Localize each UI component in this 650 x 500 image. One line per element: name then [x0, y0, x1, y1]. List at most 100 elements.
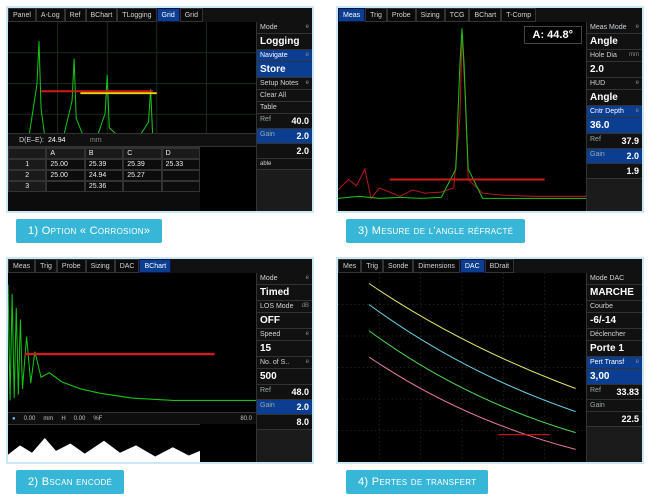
sidebar-item[interactable]: 36.0: [587, 118, 642, 134]
sidebar-item[interactable]: Gain2.0: [257, 400, 312, 415]
tab[interactable]: Trig: [35, 259, 57, 273]
cell: 25.36: [85, 181, 123, 192]
tab[interactable]: BChart: [86, 8, 118, 22]
tab[interactable]: A-Log: [36, 8, 65, 22]
screen-3: Meas Trig Probe Sizing TCG BChart T-Comp…: [336, 6, 644, 213]
waveform-plot-1: 100 D(E–E): 24.94 mm A B C D: [8, 22, 256, 211]
readout-value: 24.94: [48, 137, 90, 144]
sidebar-item[interactable]: Ref40.0: [257, 114, 312, 129]
sidebar-item[interactable]: 8.0: [257, 415, 312, 430]
cell: 25.00: [46, 170, 84, 181]
tab[interactable]: Dimensions: [413, 259, 460, 273]
waveform-plot-3: [338, 22, 586, 211]
sidebar-item[interactable]: Ref48.0: [257, 385, 312, 400]
axis-label: ●: [12, 416, 16, 422]
cell: 25.39: [85, 159, 123, 170]
tab[interactable]: Probe: [387, 8, 416, 22]
sidebar-item[interactable]: able: [257, 159, 312, 170]
sidebar-item[interactable]: Modee: [257, 22, 312, 34]
tab[interactable]: Panel: [8, 8, 36, 22]
sidebar-item[interactable]: Speede: [257, 329, 312, 341]
sidebar-item[interactable]: Ref33.83: [587, 385, 642, 400]
sidebar-item[interactable]: Navigatee: [257, 50, 312, 62]
sidebar-item[interactable]: 1.9: [587, 164, 642, 179]
sidebar-item[interactable]: -6/-14: [587, 313, 642, 329]
sidebar-item[interactable]: Gain: [587, 400, 642, 412]
tab[interactable]: Ref: [65, 8, 86, 22]
col-head: C: [123, 148, 161, 159]
tab[interactable]: TCG: [445, 8, 470, 22]
sidebar-item[interactable]: 500: [257, 369, 312, 385]
sidebar-item[interactable]: Modee: [257, 273, 312, 285]
panel-transfer-loss: Mes Trig Sonde Dimensions DAC BDrait: [336, 257, 644, 494]
sidebar-1: ModeeLoggingNavigateeStoreSetup NoteseCl…: [256, 22, 312, 211]
sidebar-item[interactable]: HUDe: [587, 78, 642, 90]
dac-plot: [338, 273, 586, 462]
cell: 25.39: [123, 159, 161, 170]
tab[interactable]: Sizing: [86, 259, 115, 273]
axis-label: H: [61, 416, 65, 422]
axis-label: 0.00: [24, 416, 36, 422]
tab[interactable]: Mes: [338, 259, 361, 273]
axis-label: mm: [43, 416, 53, 422]
tab[interactable]: Trig: [365, 8, 387, 22]
sidebar-item[interactable]: Cntr Depthe: [587, 106, 642, 118]
tab[interactable]: Sizing: [416, 8, 445, 22]
caption-4: 4) Pertes de transfert: [346, 470, 488, 494]
sidebar-item[interactable]: Store: [257, 62, 312, 78]
sidebar-item[interactable]: 15: [257, 341, 312, 357]
tabs-3: Meas Trig Probe Sizing TCG BChart T-Comp: [338, 8, 642, 22]
sidebar-item[interactable]: Timed: [257, 285, 312, 301]
panel-corrosion: Panel A-Log Ref BChart TLogging Grid Gri…: [6, 6, 314, 243]
sidebar-item[interactable]: Setup Notese: [257, 78, 312, 90]
sidebar-item[interactable]: Logging: [257, 34, 312, 50]
tab[interactable]: BDrait: [485, 259, 514, 273]
sidebar-item[interactable]: Hole Diamm: [587, 50, 642, 62]
sidebar-item[interactable]: Ref37.9: [587, 134, 642, 149]
sidebar-item[interactable]: 2.0: [257, 144, 312, 159]
cell: 25.27: [123, 170, 161, 181]
tab[interactable]: TLogging: [117, 8, 156, 22]
screen-2: Meas Trig Probe Sizing DAC BChart ● 0.00…: [6, 257, 314, 464]
sidebar-item[interactable]: 22.5: [587, 412, 642, 427]
sidebar-item[interactable]: Gain2.0: [257, 129, 312, 144]
sidebar-item[interactable]: Porte 1: [587, 341, 642, 357]
sidebar-item[interactable]: OFF: [257, 313, 312, 329]
sidebar-item[interactable]: MARCHE: [587, 285, 642, 301]
col-head: A: [46, 148, 84, 159]
sidebar-item[interactable]: LOS ModedB: [257, 301, 312, 313]
tab[interactable]: DAC: [115, 259, 140, 273]
tab[interactable]: Grid: [180, 8, 203, 22]
cell: [46, 181, 84, 192]
sidebar-item[interactable]: 2.0: [587, 62, 642, 78]
sidebar-item[interactable]: Déclencher: [587, 329, 642, 341]
tab[interactable]: BChart: [469, 8, 501, 22]
sidebar-item[interactable]: Clear All: [257, 90, 312, 102]
sidebar-item[interactable]: Table: [257, 102, 312, 114]
tab-selected[interactable]: BChart: [139, 259, 171, 273]
tab[interactable]: Trig: [361, 259, 383, 273]
cell: [123, 181, 161, 192]
tab-selected[interactable]: Meas: [338, 8, 365, 22]
sidebar-item[interactable]: No. of S..e: [257, 357, 312, 369]
tab[interactable]: Probe: [57, 259, 86, 273]
sidebar-item[interactable]: Gain2.0: [587, 149, 642, 164]
cell: 25.33: [162, 159, 200, 170]
sidebar-item[interactable]: Angle: [587, 34, 642, 50]
bscan-strip: [8, 424, 200, 462]
axis-label: %F: [93, 416, 102, 422]
tab[interactable]: T-Comp: [501, 8, 536, 22]
sidebar-item[interactable]: Courbe: [587, 301, 642, 313]
sidebar-item[interactable]: 3,00: [587, 369, 642, 385]
tab-selected[interactable]: Grid: [157, 8, 180, 22]
screen-1: Panel A-Log Ref BChart TLogging Grid Gri…: [6, 6, 314, 213]
sidebar-item[interactable]: Meas Modee: [587, 22, 642, 34]
tab[interactable]: Sonde: [383, 259, 413, 273]
sidebar-item[interactable]: Angle: [587, 90, 642, 106]
sidebar-item[interactable]: Pert Transfe: [587, 357, 642, 369]
col-head: D: [162, 148, 200, 159]
sidebar-item[interactable]: Mode DAC: [587, 273, 642, 285]
tab-selected[interactable]: DAC: [460, 259, 485, 273]
readout-unit: mm: [90, 137, 114, 144]
tab[interactable]: Meas: [8, 259, 35, 273]
